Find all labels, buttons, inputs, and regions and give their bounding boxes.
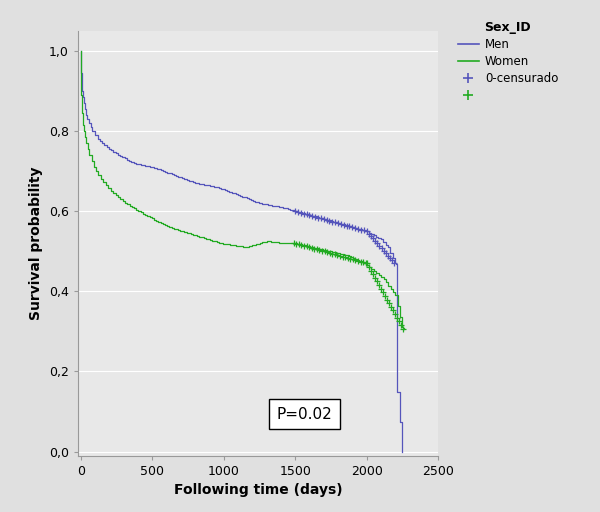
Y-axis label: Survival probability: Survival probability <box>29 166 43 320</box>
Text: P=0.02: P=0.02 <box>277 407 332 421</box>
X-axis label: Following time (days): Following time (days) <box>173 483 343 497</box>
Legend: Men, Women, 0-censurado, : Men, Women, 0-censurado, <box>453 16 563 107</box>
